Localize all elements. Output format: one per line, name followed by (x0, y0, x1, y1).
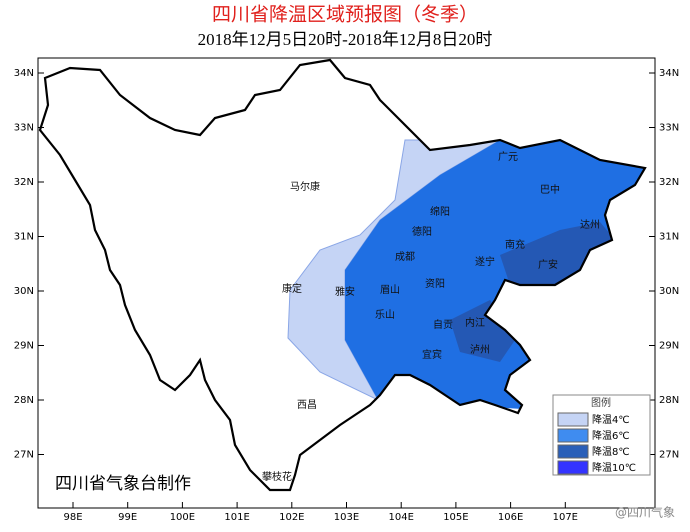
watermark: @四川气象 (615, 505, 675, 520)
city-label: 攀枝花 (262, 470, 292, 483)
legend-swatch (557, 444, 589, 459)
lat-label: 32N (14, 177, 34, 188)
city-label: 宜宾 (422, 348, 442, 361)
city-label: 泸州 (470, 344, 490, 356)
lon-label: 106E (498, 512, 523, 523)
legend-title: 图例 (591, 396, 611, 409)
lon-label: 98E (63, 512, 82, 523)
lon-label: 100E (170, 512, 195, 523)
city-label: 成都 (395, 251, 415, 263)
city-label: 遂宁 (475, 255, 495, 268)
lat-label: 33N (14, 123, 34, 134)
lat-label: 29N (14, 341, 34, 352)
city-label: 乐山 (375, 309, 395, 321)
city-label: 西昌 (297, 399, 317, 411)
city-label: 自贡 (433, 318, 453, 331)
city-label: 马尔康 (290, 180, 320, 193)
lat-label: 28N (659, 395, 679, 406)
city-label: 达州 (580, 219, 600, 231)
lat-label: 28N (14, 395, 34, 406)
city-label: 绵阳 (430, 205, 450, 218)
city-label: 广安 (538, 258, 558, 271)
lat-label: 30N (14, 286, 34, 297)
city-label: 德阳 (412, 225, 432, 238)
city-label: 雅安 (335, 285, 355, 298)
city-label: 眉山 (380, 284, 400, 296)
legend: 降温4℃ 降温6℃ 降温8℃ 降温10℃ (557, 412, 636, 475)
city-label: 广元 (498, 151, 518, 163)
subtitle: 2018年12月5日20时-2018年12月8日20时 (198, 30, 493, 49)
lat-label: 30N (659, 286, 679, 297)
lon-label: 99E (118, 512, 137, 523)
city-label: 康定 (282, 282, 302, 295)
legend-swatch (557, 460, 589, 475)
lon-label: 105E (443, 512, 468, 523)
city-label: 资阳 (425, 278, 445, 290)
legend-swatch (557, 412, 589, 427)
legend-swatch (557, 428, 589, 443)
lat-label: 34N (659, 68, 679, 79)
zone-8 (450, 222, 615, 362)
lon-label: 102E (279, 512, 304, 523)
legend-label: 降温4℃ (592, 413, 630, 426)
lon-label: 101E (224, 512, 249, 523)
lat-label: 33N (659, 123, 679, 134)
lon-label: 103E (334, 512, 359, 523)
lat-label: 31N (14, 232, 34, 243)
city-label: 内江 (465, 316, 485, 329)
title: 四川省降温区域预报图（冬季） (212, 3, 478, 25)
legend-label: 降温6℃ (592, 429, 630, 442)
legend-label: 降温10℃ (592, 461, 636, 474)
city-label: 巴中 (540, 183, 560, 196)
credit: 四川省气象台制作 (55, 474, 191, 493)
lat-label: 34N (14, 68, 34, 79)
legend-label: 降温8℃ (592, 445, 630, 458)
lon-label: 107E (553, 512, 578, 523)
lat-label: 29N (659, 341, 679, 352)
city-label: 南充 (505, 238, 525, 251)
lat-label: 31N (659, 232, 679, 243)
lat-label: 32N (659, 177, 679, 188)
lat-label: 27N (14, 450, 34, 461)
lon-label: 104E (388, 512, 413, 523)
lat-labels: 34N 34N 33N 33N 32N 32N 31N 31N 30N 30N 29N 29N 28N 2… (14, 68, 679, 523)
lat-label: 27N (659, 450, 679, 461)
